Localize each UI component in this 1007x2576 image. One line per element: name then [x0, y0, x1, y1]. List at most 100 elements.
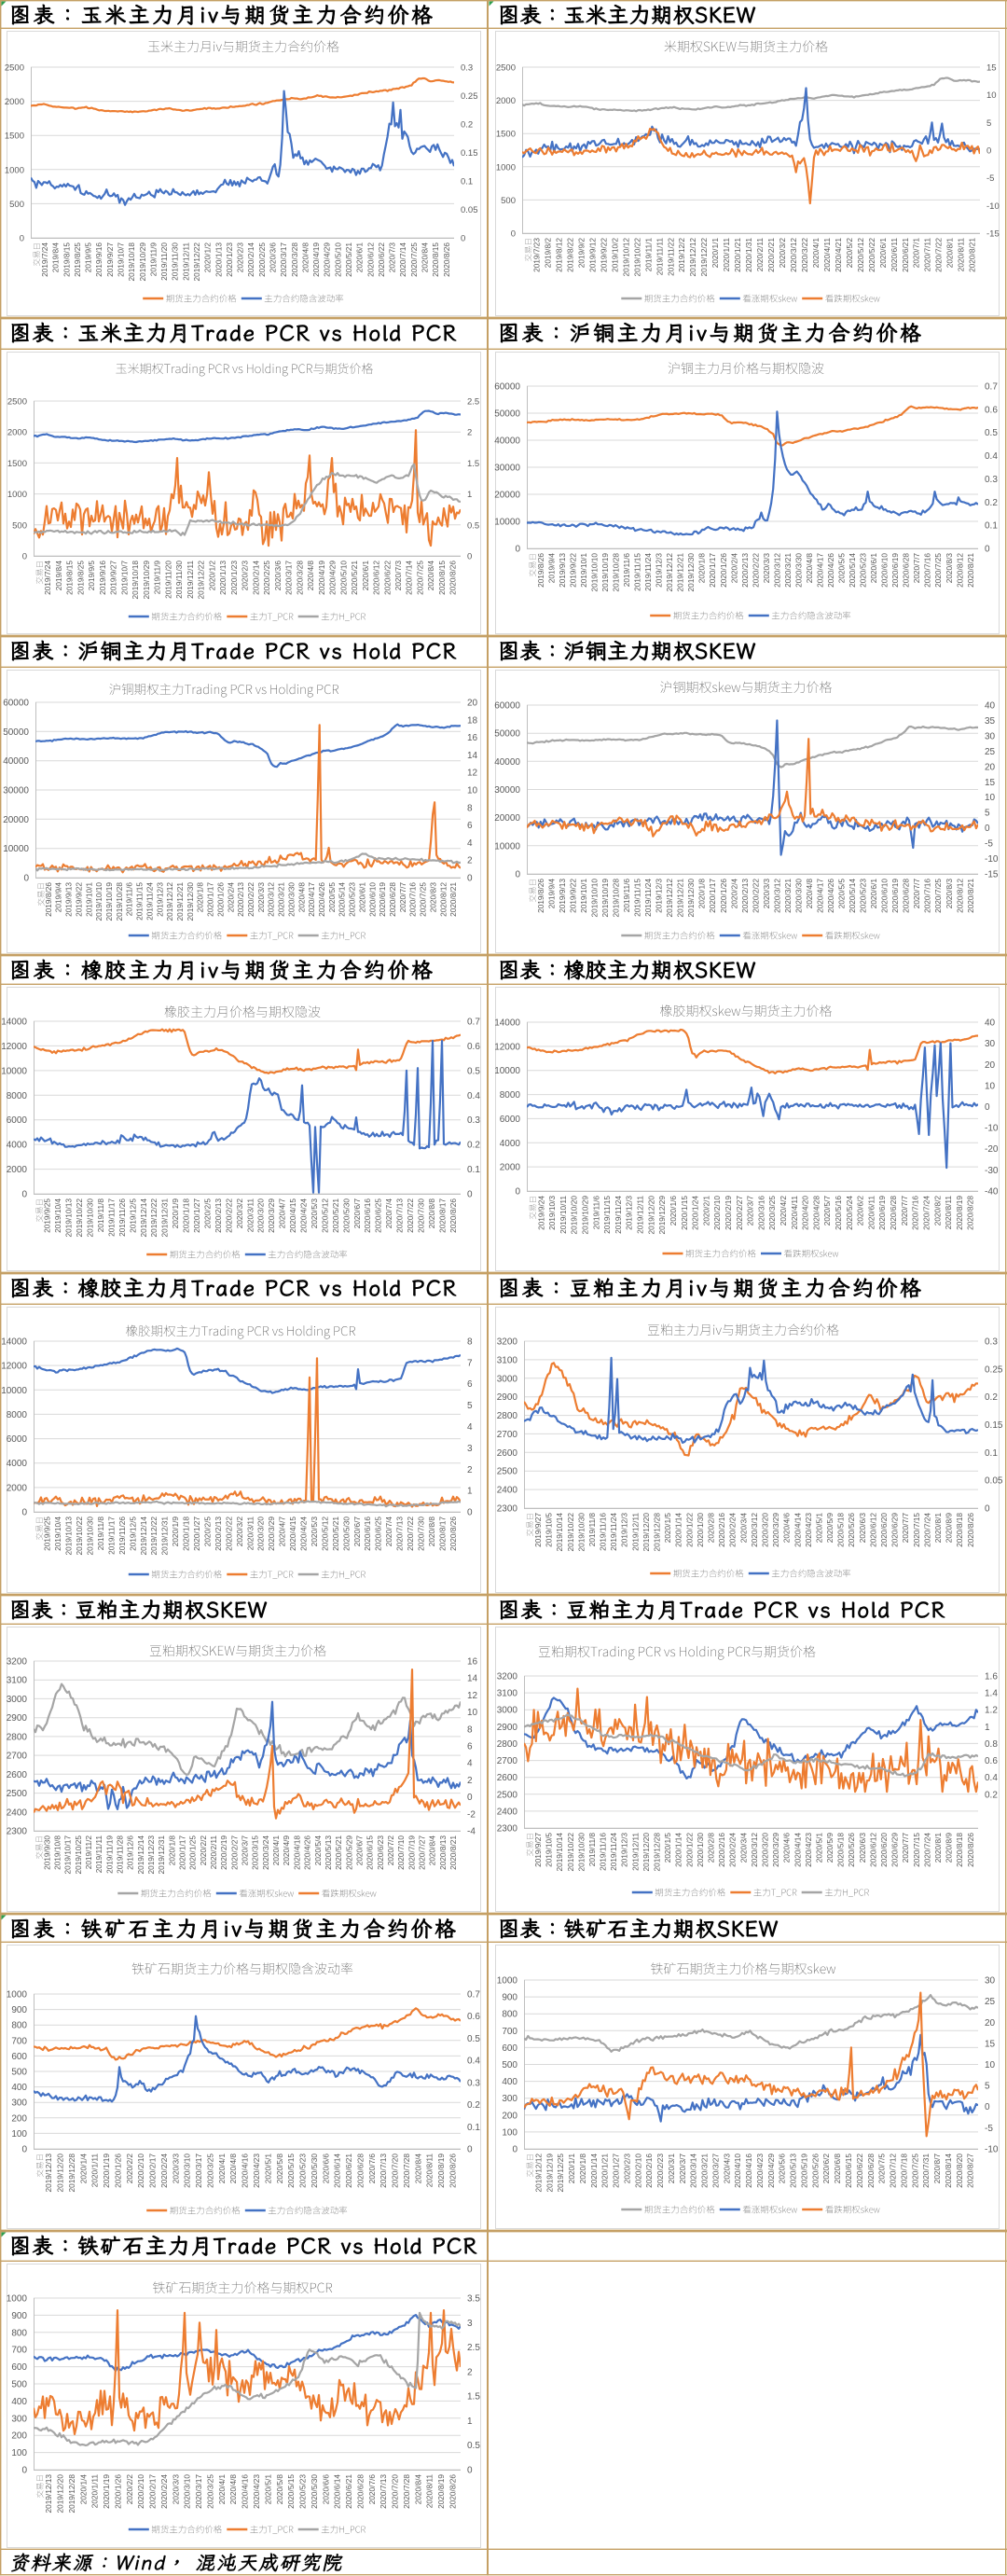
svg-text:2020/2/14: 2020/2/14	[251, 561, 260, 595]
svg-text:0.05: 0.05	[985, 1476, 1003, 1487]
svg-text:2020/7/4: 2020/7/4	[384, 1517, 393, 1547]
svg-text:2019/12/28: 2019/12/28	[653, 1833, 662, 1872]
svg-text:2020/3/21: 2020/3/21	[783, 553, 793, 588]
svg-text:2020/1/8: 2020/1/8	[167, 1835, 176, 1866]
svg-text:2020/6/28: 2020/6/28	[388, 882, 397, 917]
svg-text:2020/5/8: 2020/5/8	[275, 2474, 284, 2505]
svg-text:0.5: 0.5	[467, 1066, 480, 1076]
svg-text:2019/11/9: 2019/11/9	[149, 242, 159, 277]
svg-text:2300: 2300	[7, 1827, 28, 1837]
svg-text:0.3: 0.3	[985, 475, 998, 485]
svg-text:7: 7	[467, 1358, 473, 1368]
svg-text:2020/8/12: 2020/8/12	[955, 879, 964, 913]
svg-text:30: 30	[985, 1039, 996, 1049]
svg-text:15: 15	[986, 63, 997, 74]
svg-text:2020/5/14: 2020/5/14	[848, 553, 857, 588]
svg-text:8: 8	[467, 803, 473, 813]
svg-text:2019/11/15: 2019/11/15	[633, 553, 642, 591]
svg-text:2019/12/21: 2019/12/21	[676, 879, 685, 918]
svg-text:1000: 1000	[7, 1990, 28, 2001]
svg-text:2020/3/20: 2020/3/20	[256, 1517, 266, 1551]
svg-text:2020/6/22: 2020/6/22	[377, 242, 386, 277]
svg-text:4000: 4000	[7, 1459, 28, 1469]
svg-text:2500: 2500	[497, 1790, 518, 1800]
svg-text:0.6: 0.6	[985, 1756, 998, 1766]
svg-text:300: 300	[11, 2414, 27, 2424]
svg-text:2020/2/2: 2020/2/2	[125, 2154, 134, 2184]
svg-text:2019/12/3: 2019/12/3	[655, 879, 664, 913]
svg-text:2019/11/20: 2019/11/20	[163, 561, 172, 599]
svg-text:2020/4/8: 2020/4/8	[306, 561, 315, 591]
svg-text:0.3: 0.3	[985, 1337, 998, 1348]
svg-text:0.4: 0.4	[467, 1091, 480, 1101]
svg-text:2019/10/4: 2019/10/4	[53, 1198, 62, 1233]
svg-text:2020/6/7: 2020/6/7	[354, 1835, 364, 1866]
svg-text:2019/12/12: 2019/12/12	[165, 882, 174, 921]
svg-text:2019/8/25: 2019/8/25	[73, 242, 82, 277]
svg-text:2020/2/13: 2020/2/13	[740, 553, 750, 588]
svg-text:2019/10/7: 2019/10/7	[117, 242, 126, 277]
svg-text:2020/3/12: 2020/3/12	[789, 238, 798, 272]
svg-text:2020/8/4: 2020/8/4	[428, 1835, 437, 1866]
svg-text:2500: 2500	[496, 63, 516, 74]
svg-text:4000: 4000	[7, 1141, 28, 1151]
svg-text:0: 0	[23, 874, 29, 884]
svg-text:2020/3/12: 2020/3/12	[772, 553, 781, 588]
svg-text:2019/12/20: 2019/12/20	[641, 1513, 651, 1552]
svg-text:2020/3/30: 2020/3/30	[793, 553, 803, 588]
svg-text:2020/3/21: 2020/3/21	[700, 2154, 710, 2188]
svg-text:0.2: 0.2	[985, 1790, 998, 1800]
svg-text:2020/5/23: 2020/5/23	[859, 879, 868, 913]
svg-text:2020/1/26: 2020/1/26	[114, 2154, 123, 2188]
svg-text:2019/12/29: 2019/12/29	[657, 1196, 667, 1235]
svg-text:2020/6/7: 2020/6/7	[352, 1517, 362, 1547]
svg-text:2020/6/7: 2020/6/7	[352, 1198, 362, 1229]
svg-text:2019/12/31: 2019/12/31	[160, 1198, 170, 1238]
svg-text:2020/4/8: 2020/4/8	[297, 882, 306, 913]
svg-text:2020/7/25: 2020/7/25	[409, 242, 419, 277]
svg-text:2020/2/3: 2020/2/3	[236, 242, 245, 273]
svg-text:2020/5/21: 2020/5/21	[331, 1198, 340, 1233]
svg-text:2020/1/5: 2020/1/5	[663, 1833, 672, 1863]
svg-text:0.4: 0.4	[467, 2057, 480, 2067]
svg-text:2020/5/1: 2020/5/1	[814, 1833, 823, 1863]
svg-text:2020/3/2: 2020/3/2	[235, 1198, 244, 1229]
svg-text:500: 500	[501, 196, 516, 206]
svg-text:8: 8	[467, 1337, 473, 1348]
svg-text:2020/3/6: 2020/3/6	[273, 561, 283, 591]
svg-text:20000: 20000	[3, 815, 29, 825]
svg-text:2020/1/21: 2020/1/21	[600, 2154, 610, 2188]
svg-text:2020/3/17: 2020/3/17	[194, 2474, 203, 2509]
svg-text:2020/6/12: 2020/6/12	[868, 1833, 877, 1867]
svg-text:2020/6/20: 2020/6/20	[879, 1833, 889, 1867]
svg-text:2020/1/26: 2020/1/26	[719, 879, 728, 913]
svg-text:2020/8/26: 2020/8/26	[448, 2154, 457, 2188]
svg-text:2020/5/30: 2020/5/30	[310, 2474, 319, 2509]
svg-text:2019/10/30: 2019/10/30	[86, 1198, 95, 1238]
svg-text:2019/12/12: 2019/12/12	[688, 238, 697, 277]
svg-text:2020/1/8: 2020/1/8	[697, 879, 707, 909]
svg-text:2019/12/22: 2019/12/22	[192, 242, 201, 282]
svg-text:2019/12/11: 2019/12/11	[630, 1513, 640, 1551]
svg-text:2020/4/17: 2020/4/17	[816, 879, 825, 913]
svg-text:2020/6/19: 2020/6/19	[890, 553, 900, 588]
svg-text:2020/6/28: 2020/6/28	[355, 2154, 365, 2188]
svg-text:500: 500	[11, 2068, 27, 2078]
svg-text:2020/5/16: 2020/5/16	[834, 1196, 843, 1230]
svg-text:2020/7/16: 2020/7/16	[923, 879, 932, 913]
svg-text:2020/4/23: 2020/4/23	[755, 2154, 765, 2188]
svg-text:2020/5/23: 2020/5/23	[859, 553, 868, 588]
svg-text:0: 0	[515, 1187, 520, 1198]
svg-text:0.4: 0.4	[985, 451, 998, 462]
svg-text:2020/5/13: 2020/5/13	[789, 2154, 798, 2188]
svg-text:12: 12	[467, 769, 478, 779]
svg-text:0: 0	[467, 552, 472, 562]
svg-text:0.1: 0.1	[467, 1165, 480, 1175]
svg-text:2019/10/19: 2019/10/19	[600, 553, 610, 592]
svg-text:40: 40	[985, 1018, 996, 1029]
svg-text:2020/6/28: 2020/6/28	[889, 1196, 898, 1230]
svg-text:2019/12/3: 2019/12/3	[620, 1833, 629, 1867]
svg-text:2020/7/12: 2020/7/12	[889, 2154, 898, 2188]
svg-text:1500: 1500	[7, 459, 27, 469]
svg-text:2020/4/29: 2020/4/29	[766, 2154, 776, 2188]
